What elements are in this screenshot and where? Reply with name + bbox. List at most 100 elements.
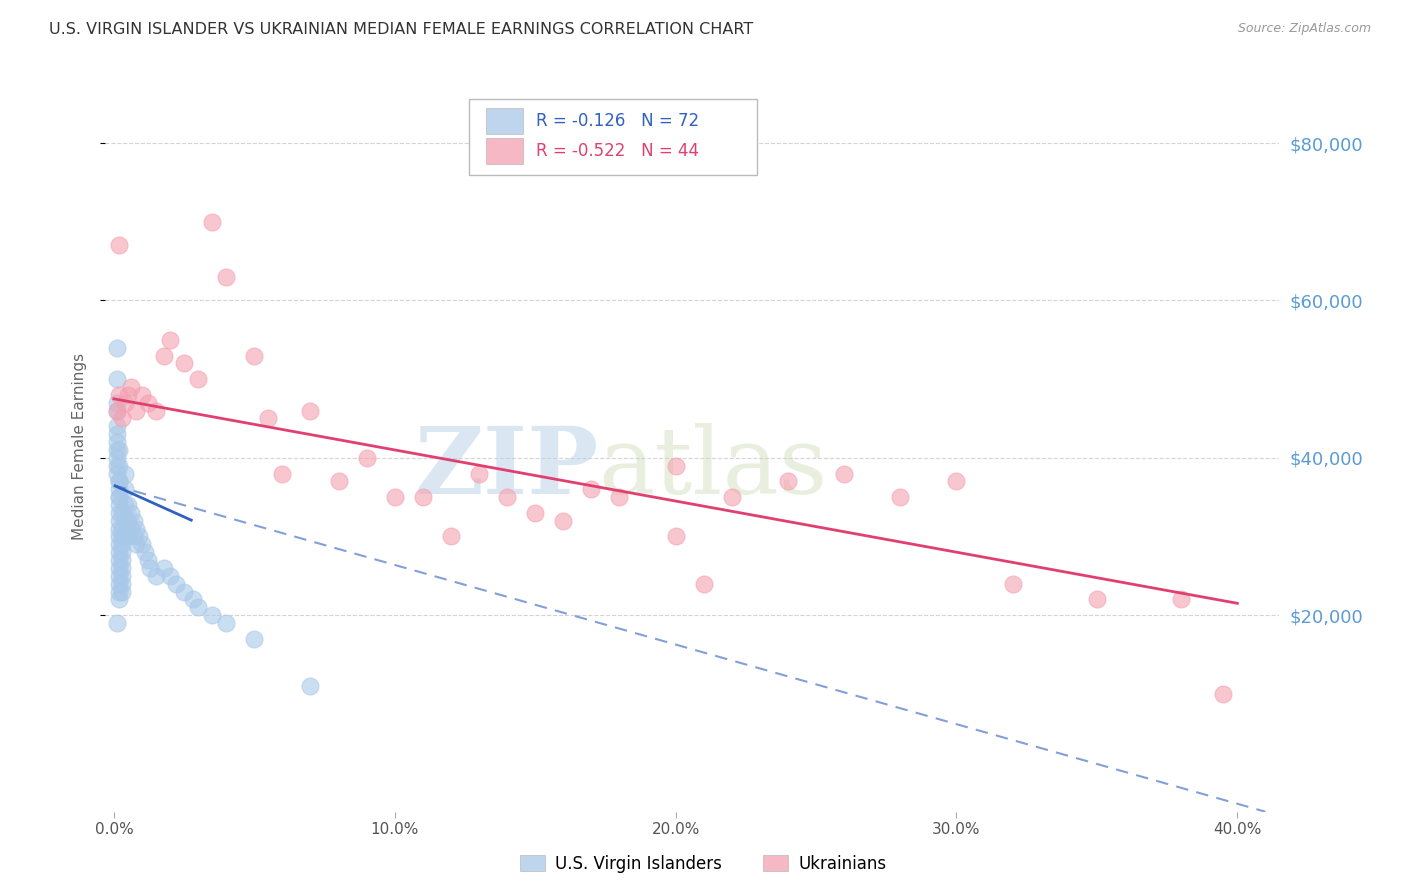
Point	[243, 632, 266, 646]
Point	[114, 467, 136, 481]
Point	[257, 411, 280, 425]
Point	[108, 490, 131, 504]
Text: atlas: atlas	[599, 423, 828, 513]
Point	[412, 490, 434, 504]
Point	[105, 615, 128, 630]
FancyBboxPatch shape	[486, 108, 523, 134]
Point	[108, 561, 131, 575]
Point	[105, 450, 128, 465]
Point	[136, 553, 159, 567]
Point	[108, 458, 131, 473]
FancyBboxPatch shape	[470, 99, 756, 176]
Point	[114, 396, 136, 410]
Point	[105, 427, 128, 442]
Point	[1212, 687, 1234, 701]
Point	[120, 380, 142, 394]
Text: R = -0.522   N = 44: R = -0.522 N = 44	[536, 142, 699, 161]
Point	[114, 529, 136, 543]
Point	[153, 349, 176, 363]
Point	[122, 514, 145, 528]
Point	[111, 529, 134, 543]
Point	[609, 490, 631, 504]
Point	[117, 514, 139, 528]
Point	[105, 403, 128, 417]
Point	[108, 506, 131, 520]
Text: ZIP: ZIP	[415, 423, 599, 513]
Point	[1170, 592, 1192, 607]
Point	[105, 435, 128, 450]
Point	[581, 482, 603, 496]
Point	[114, 482, 136, 496]
Point	[108, 584, 131, 599]
FancyBboxPatch shape	[486, 138, 523, 163]
Point	[108, 238, 131, 252]
Point	[832, 467, 855, 481]
Point	[111, 584, 134, 599]
Point	[108, 522, 131, 536]
Point	[665, 458, 688, 473]
Point	[108, 545, 131, 559]
Point	[111, 545, 134, 559]
Point	[173, 356, 195, 370]
Point	[139, 561, 162, 575]
Point	[108, 498, 131, 512]
Point	[122, 529, 145, 543]
Point	[108, 388, 131, 402]
Point	[114, 498, 136, 512]
Point	[299, 679, 322, 693]
Point	[1085, 592, 1108, 607]
Point	[108, 442, 131, 457]
Point	[105, 442, 128, 457]
Point	[134, 545, 156, 559]
Point	[117, 498, 139, 512]
Point	[145, 568, 167, 582]
Point	[108, 475, 131, 489]
Point	[105, 419, 128, 434]
Point	[159, 568, 181, 582]
Point	[440, 529, 463, 543]
Point	[105, 403, 128, 417]
Point	[105, 341, 128, 355]
Point	[111, 553, 134, 567]
Point	[108, 475, 131, 489]
Y-axis label: Median Female Earnings: Median Female Earnings	[72, 352, 87, 540]
Point	[215, 615, 238, 630]
Point	[201, 608, 224, 623]
Point	[111, 522, 134, 536]
Point	[153, 561, 176, 575]
Point	[215, 269, 238, 284]
Point	[243, 349, 266, 363]
Point	[1001, 576, 1024, 591]
Point	[165, 576, 187, 591]
Point	[187, 600, 209, 615]
Point	[105, 396, 128, 410]
Point	[111, 576, 134, 591]
Point	[665, 529, 688, 543]
Point	[271, 467, 294, 481]
Point	[553, 514, 575, 528]
Point	[187, 372, 209, 386]
Point	[114, 514, 136, 528]
Point	[136, 396, 159, 410]
Point	[159, 333, 181, 347]
Point	[889, 490, 911, 504]
Legend: U.S. Virgin Islanders, Ukrainians: U.S. Virgin Islanders, Ukrainians	[513, 848, 893, 880]
Point	[328, 475, 350, 489]
Point	[125, 537, 148, 551]
Point	[720, 490, 742, 504]
Point	[181, 592, 204, 607]
Point	[108, 568, 131, 582]
Point	[105, 467, 128, 481]
Point	[108, 592, 131, 607]
Point	[131, 388, 153, 402]
Text: U.S. VIRGIN ISLANDER VS UKRAINIAN MEDIAN FEMALE EARNINGS CORRELATION CHART: U.S. VIRGIN ISLANDER VS UKRAINIAN MEDIAN…	[49, 22, 754, 37]
Point	[108, 537, 131, 551]
Point	[111, 411, 134, 425]
Point	[111, 561, 134, 575]
Point	[524, 506, 547, 520]
Point	[128, 529, 150, 543]
Point	[105, 372, 128, 386]
Point	[125, 522, 148, 536]
Point	[117, 388, 139, 402]
Point	[120, 522, 142, 536]
